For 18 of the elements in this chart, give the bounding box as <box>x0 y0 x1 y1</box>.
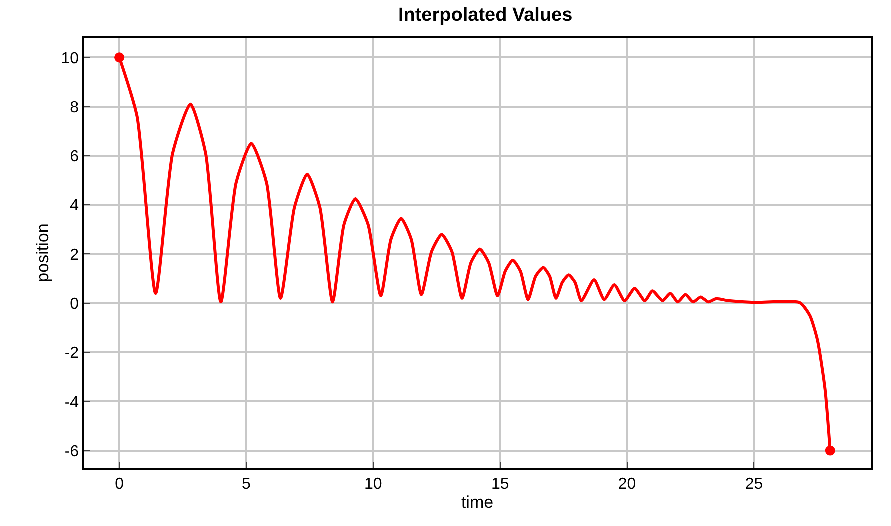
y-tick-label: 8 <box>70 99 80 116</box>
y-tick-label: 2 <box>70 246 80 264</box>
y-tick-label: -2 <box>64 345 80 362</box>
y-tick-label: 4 <box>70 198 80 215</box>
y-axis-title: position <box>33 224 52 282</box>
x-tick-label: 15 <box>491 476 510 493</box>
y-tick-label: 10 <box>61 50 80 68</box>
chart-title: Interpolated Values <box>398 5 573 26</box>
x-tick-label: 20 <box>618 476 636 493</box>
x-axis-title: time <box>461 492 494 512</box>
y-tick-label: 0 <box>70 296 80 313</box>
x-tick-label: 25 <box>745 476 764 493</box>
y-tick-label: 6 <box>70 148 80 166</box>
x-tick-label: 5 <box>242 476 252 493</box>
y-tick-label: -4 <box>64 394 80 412</box>
y-tick-label: -6 <box>64 443 80 460</box>
x-tick-label: 0 <box>115 476 124 493</box>
x-tick-label: 10 <box>364 476 382 493</box>
